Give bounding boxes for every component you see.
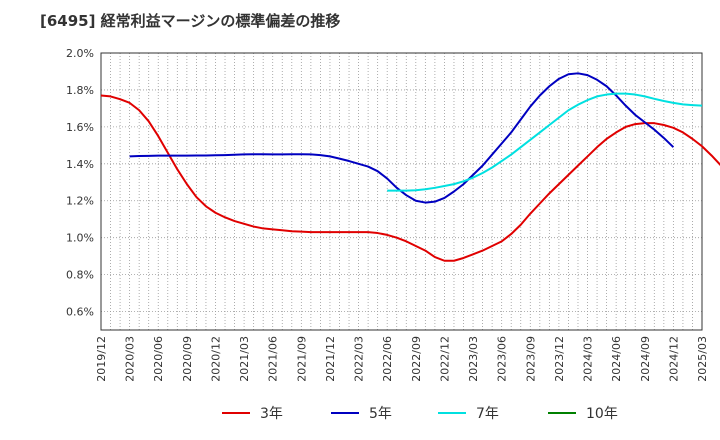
legend-label-0: 3年 <box>260 406 283 422</box>
y-tick-label: 0.6% <box>66 306 94 319</box>
y-tick-label: 1.0% <box>66 232 94 245</box>
series-line-0 <box>100 94 720 262</box>
x-tick-label: 2024/09 <box>639 336 652 382</box>
x-tick-label: 2020/09 <box>181 336 194 382</box>
x-tick-label: 2021/12 <box>324 336 337 382</box>
x-tick-label: 2020/06 <box>152 336 165 382</box>
x-tick-label: 2021/09 <box>295 336 308 382</box>
x-tick-label: 2022/03 <box>353 336 366 382</box>
legend-label-1: 5年 <box>369 406 392 422</box>
y-tick-label: 1.4% <box>66 158 94 171</box>
x-tick-label: 2023/09 <box>524 336 537 382</box>
x-tick-label: 2020/12 <box>209 336 222 382</box>
legend-label-2: 7年 <box>476 406 499 422</box>
x-tick-label: 2019/12 <box>95 336 108 382</box>
x-tick-label: 2024/03 <box>582 336 595 382</box>
x-tick-label: 2023/03 <box>467 336 480 382</box>
y-tick-label: 2.0% <box>66 47 94 60</box>
x-tick-label: 2022/12 <box>438 336 451 382</box>
y-tick-label: 0.8% <box>66 269 94 282</box>
legend-label-3: 10年 <box>586 406 618 422</box>
x-tick-label: 2023/12 <box>553 336 566 382</box>
x-tick-label: 2021/06 <box>267 336 280 382</box>
y-tick-label: 1.6% <box>66 121 94 134</box>
x-tick-label: 2024/06 <box>610 336 623 382</box>
x-tick-label: 2023/06 <box>496 336 509 382</box>
plot-frame <box>100 52 703 331</box>
y-tick-label: 1.2% <box>66 195 94 208</box>
x-tick-label: 2022/09 <box>410 336 423 382</box>
x-tick-label: 2021/03 <box>238 336 251 382</box>
x-tick-label: 2020/03 <box>124 336 137 382</box>
x-tick-label: 2025/03 <box>696 336 709 382</box>
x-tick-label: 2024/12 <box>667 336 680 382</box>
y-tick-label: 1.8% <box>66 84 94 97</box>
chart-title: [6495] 経常利益マージンの標準偏差の推移 <box>40 12 341 30</box>
series-line-2 <box>387 92 703 192</box>
x-tick-label: 2022/06 <box>381 336 394 382</box>
